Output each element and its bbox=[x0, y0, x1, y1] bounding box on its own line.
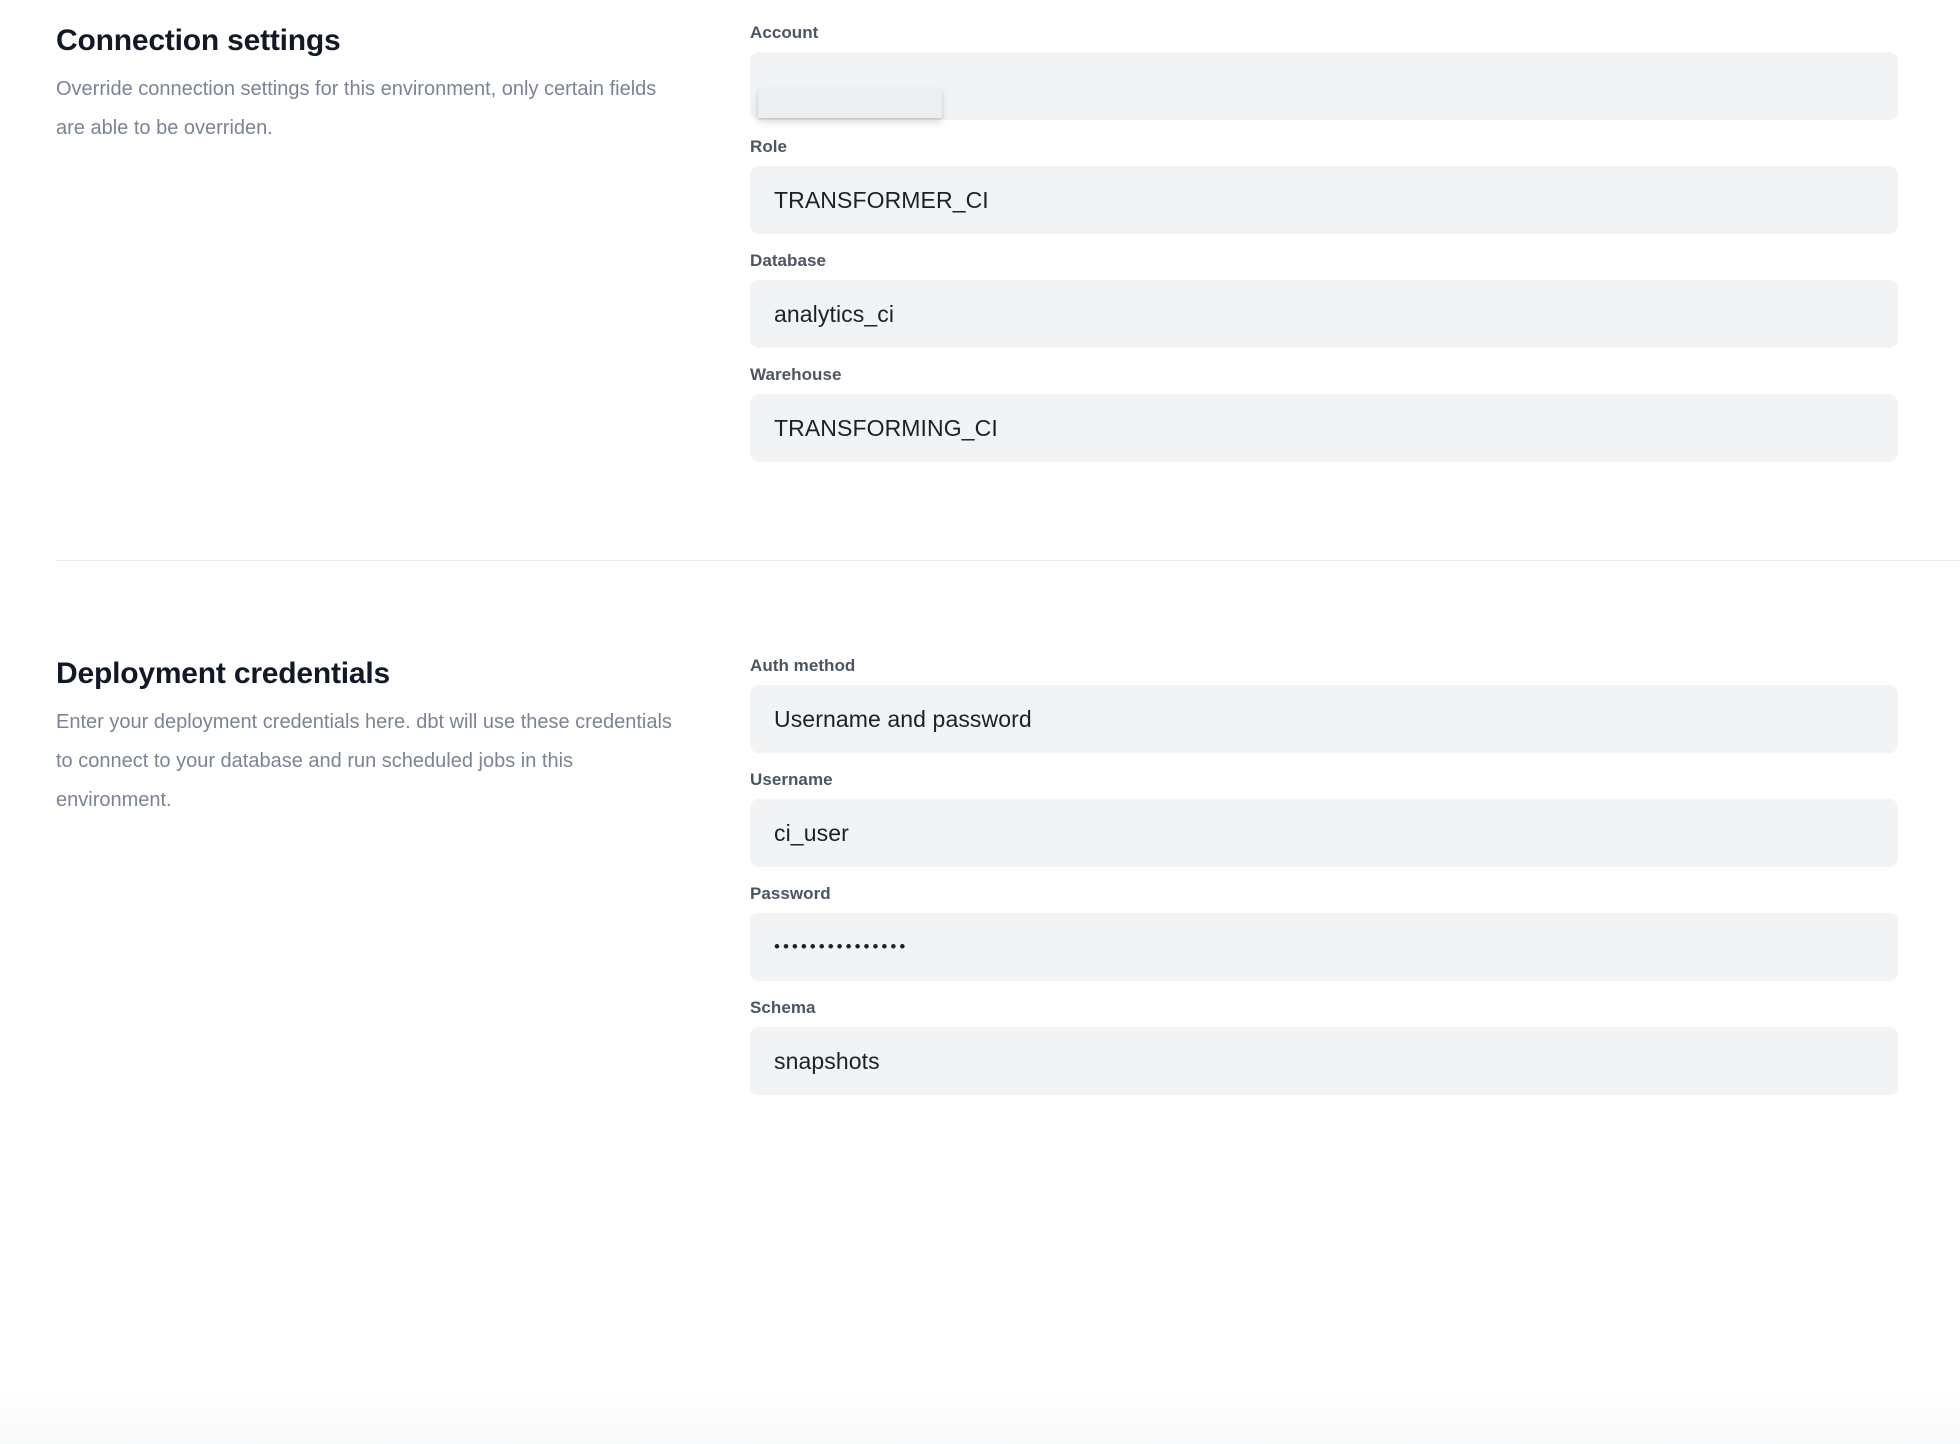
field-label-role: Role bbox=[750, 137, 788, 156]
footer-fade bbox=[0, 1388, 1960, 1444]
field-label-schema: Schema bbox=[750, 998, 816, 1017]
section-divider bbox=[56, 560, 1960, 561]
schema-value: snapshots bbox=[774, 1048, 880, 1074]
field-warehouse: Warehouse TRANSFORMING_CI bbox=[750, 364, 1898, 462]
warehouse-value: TRANSFORMING_CI bbox=[774, 415, 998, 441]
field-label-warehouse: Warehouse bbox=[750, 365, 842, 384]
section-description-block: Deployment credentials Enter your deploy… bbox=[56, 655, 750, 820]
auth-method-value: Username and password bbox=[774, 706, 1032, 732]
account-redaction-overlay bbox=[758, 89, 942, 118]
username-value: ci_user bbox=[774, 820, 849, 846]
schema-input[interactable]: snapshots bbox=[750, 1027, 1898, 1095]
password-input[interactable]: ••••••••••••••• bbox=[750, 913, 1898, 981]
field-account: Account bbox=[750, 22, 1898, 120]
field-label-password: Password bbox=[750, 884, 831, 903]
spacer-above-divider bbox=[0, 462, 1960, 560]
warehouse-input[interactable]: TRANSFORMING_CI bbox=[750, 394, 1898, 462]
account-input[interactable] bbox=[750, 52, 1898, 120]
database-input[interactable]: analytics_ci bbox=[750, 280, 1898, 348]
field-schema: Schema snapshots bbox=[750, 997, 1898, 1095]
field-username: Username ci_user bbox=[750, 769, 1898, 867]
deployment-credentials-fields: Auth method Username and password Userna… bbox=[750, 655, 1898, 1095]
field-password: Password ••••••••••••••• bbox=[750, 883, 1898, 981]
section-connection-settings: Connection settings Override connection … bbox=[0, 0, 1960, 462]
spacer-below-divider bbox=[0, 561, 1960, 655]
field-label-account: Account bbox=[750, 23, 819, 42]
field-auth-method: Auth method Username and password bbox=[750, 655, 1898, 753]
field-label-username: Username bbox=[750, 770, 833, 789]
section-title-connection-settings: Connection settings bbox=[56, 24, 341, 57]
field-label-database: Database bbox=[750, 251, 826, 270]
field-label-auth-method: Auth method bbox=[750, 656, 856, 675]
section-title-deployment-credentials: Deployment credentials bbox=[56, 657, 391, 690]
role-value: TRANSFORMER_CI bbox=[774, 187, 989, 213]
section-description-connection-settings: Override connection settings for this en… bbox=[56, 78, 657, 139]
username-input[interactable]: ci_user bbox=[750, 799, 1898, 867]
section-deployment-credentials: Deployment credentials Enter your deploy… bbox=[0, 655, 1960, 1095]
role-input[interactable]: TRANSFORMER_CI bbox=[750, 166, 1898, 234]
section-description-deployment-credentials: Enter your deployment credentials here. … bbox=[56, 711, 672, 811]
section-description-block: Connection settings Override connection … bbox=[56, 22, 750, 148]
field-database: Database analytics_ci bbox=[750, 250, 1898, 348]
auth-method-input[interactable]: Username and password bbox=[750, 685, 1898, 753]
field-role: Role TRANSFORMER_CI bbox=[750, 136, 1898, 234]
database-value: analytics_ci bbox=[774, 301, 895, 327]
connection-settings-fields: Account Role TRANSFORMER_CI Database ana… bbox=[750, 22, 1898, 462]
password-value: ••••••••••••••• bbox=[774, 937, 909, 956]
